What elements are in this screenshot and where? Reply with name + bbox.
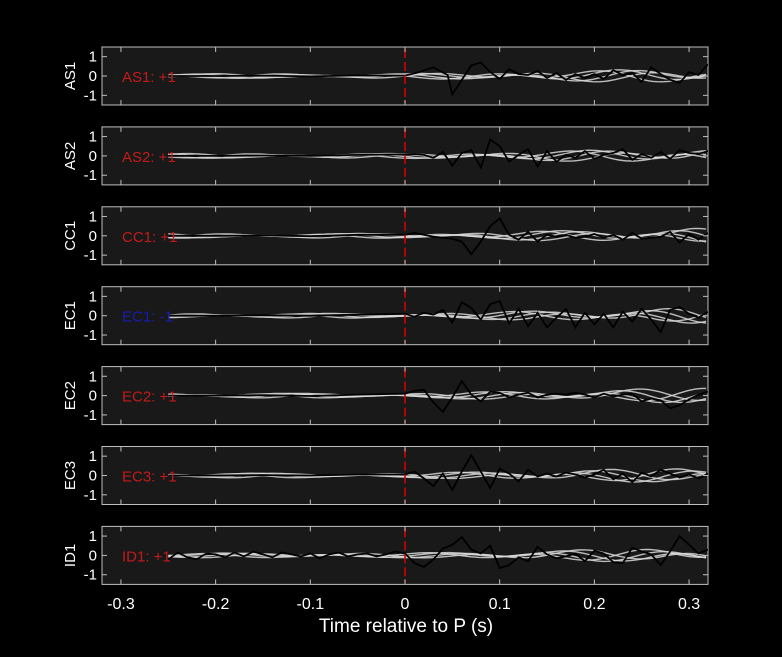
panel-traces [168,138,708,170]
observed-trace [168,217,708,256]
x-tick-label: -0.1 [297,596,325,613]
panel-ec1: EC1: -1 1 0 -1 EC1 [62,286,709,346]
y-tick-label: 0 [89,547,97,564]
station-label: ID1 [62,544,79,567]
x-tick-label: 0.1 [489,596,511,613]
y-tick-label: 1 [89,528,97,545]
panel-traces [168,217,708,256]
y-tick-label: -1 [84,407,97,424]
polarity-label: EC3: +1 [122,469,177,486]
y-tick-label: -1 [84,487,97,504]
panel-traces [168,61,708,97]
polarity-label: AS1: +1 [122,69,176,86]
y-tick-label: 0 [89,468,97,485]
y-tick-label: -1 [84,327,97,344]
observed-trace [168,300,708,334]
observed-trace [168,453,708,492]
polarity-label: EC1: -1 [122,309,173,326]
station-label: CC1 [62,221,79,251]
y-tick-label: 1 [89,208,97,225]
station-label: EC1 [62,301,79,330]
y-tick-label: 1 [89,368,97,385]
x-tick-label: -0.3 [107,596,135,613]
station-label: EC2 [62,381,79,410]
x-tick-label: 0 [401,596,410,613]
panel-id1: ID1: +1 1 0 -1 ID1 [62,525,709,585]
polarity-label: CC1: +1 [122,229,177,246]
template-trace [168,69,707,81]
y-tick-label: 1 [89,49,97,66]
panel-cc1: CC1: +1 1 0 -1 CC1 [62,206,709,266]
panel-traces [168,300,708,334]
y-tick-label: -1 [84,87,97,104]
observed-trace [168,61,708,97]
panel-traces [168,379,708,414]
panel-as1: AS1: +1 1 0 -1 AS1 [62,46,709,106]
station-label: AS2 [62,142,79,170]
station-label: EC3 [62,461,79,490]
template-trace [168,388,707,402]
x-tick-label: 0.3 [678,596,700,613]
x-axis: -0.3 -0.2 -0.1 0 0.1 0.2 0.3 [107,596,700,613]
y-tick-label: 0 [89,228,97,245]
y-tick-label: 0 [89,388,97,405]
template-trace [168,548,707,561]
y-tick-label: -1 [84,167,97,184]
panel-traces [168,453,708,492]
station-label: AS1 [62,62,79,90]
template-trace [168,387,707,402]
y-tick-label: 0 [89,68,97,85]
panel-ec3: EC3: +1 1 0 -1 EC3 [62,446,709,505]
x-tick-label: -0.2 [202,596,230,613]
polarity-label: AS2: +1 [122,149,176,166]
observed-trace [167,534,708,570]
observed-trace [168,379,708,414]
template-trace [168,150,707,162]
panel-traces [167,534,708,570]
x-axis-label: Time relative to P (s) [319,616,493,637]
y-tick-label: 1 [89,288,97,305]
y-tick-label: -1 [84,247,97,264]
y-tick-label: 0 [89,308,97,325]
y-tick-label: 1 [89,448,97,465]
y-tick-label: 1 [89,129,97,146]
polarity-label: ID1: +1 [122,548,171,565]
x-tick-label: 0.2 [583,596,605,613]
polarity-label: EC2: +1 [122,389,177,406]
panel-ec2: EC2: +1 1 0 -1 EC2 [62,366,709,426]
observed-trace [168,138,708,170]
y-tick-label: 0 [89,148,97,165]
y-tick-label: -1 [84,567,97,584]
panel-as2: AS2: +1 1 0 -1 AS2 [62,126,709,186]
